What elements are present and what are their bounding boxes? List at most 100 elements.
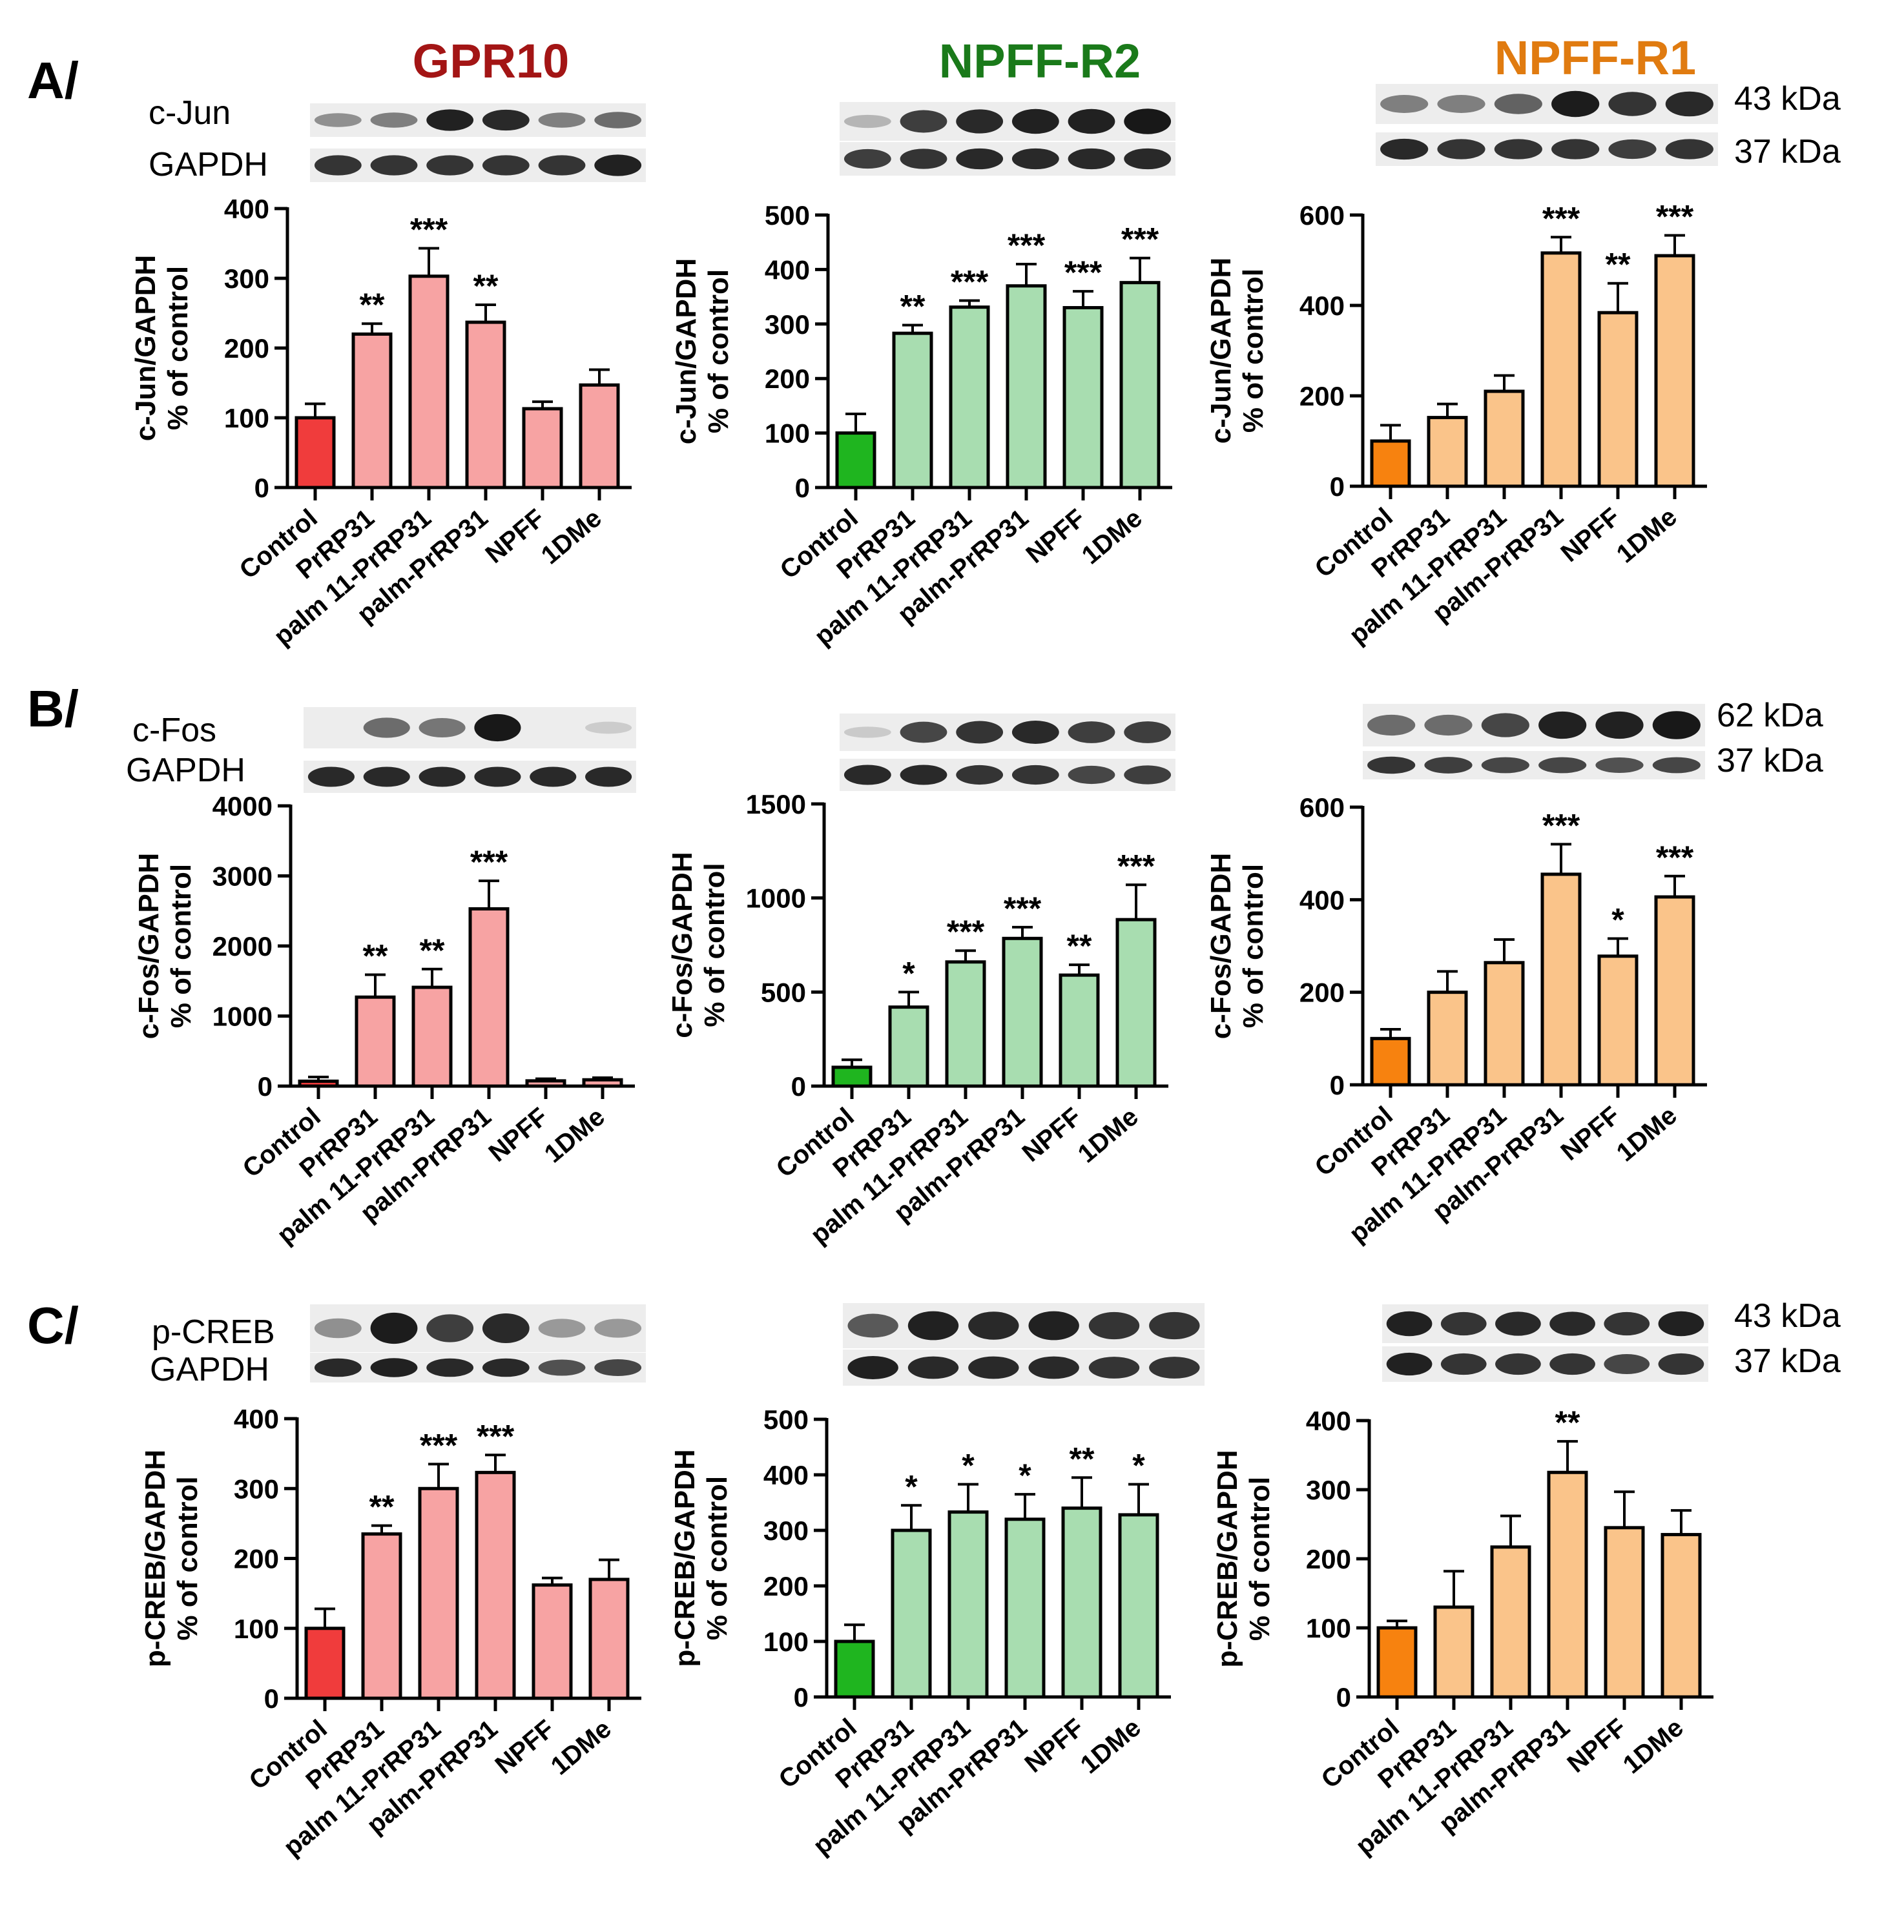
bar-control [835,431,876,489]
blot-band [968,1311,1019,1340]
blot-strip [1376,84,1718,124]
x-tick-label: NPFF [1019,1713,1089,1778]
y-tick-label: 1000 [746,883,806,914]
y-tick-label: 200 [1299,978,1345,1008]
blot-band [1124,721,1172,743]
y-tick-label: 400 [224,194,269,224]
y-tick-label: 300 [1306,1475,1351,1505]
blot-band [1068,148,1115,170]
significance-marker: ** [363,938,388,974]
blot-band [474,766,521,787]
blot-band [419,766,466,787]
y-axis-label: c-Fos/GAPDH [133,853,165,1039]
blot-band [1495,1353,1541,1375]
bar-1dme [1115,918,1157,1088]
blot-band [1495,1311,1541,1336]
blot-band [482,1313,530,1344]
y-tick-label: 500 [763,1404,809,1435]
x-tick-label: 1DMe [1611,1101,1682,1167]
kda-label-c-bottom: 37 kDa [1734,1342,1841,1380]
blot-band [1538,757,1587,774]
bar-prrp31 [1433,1605,1475,1699]
blot-band [1437,139,1485,159]
blot-band [843,149,891,169]
y-tick-label: 0 [794,1682,809,1712]
blot-band [426,155,474,176]
blot-band [1124,148,1172,170]
blot-strip [310,103,646,137]
y-tick-label: 300 [234,1474,279,1504]
blot-band [1604,1353,1650,1375]
blot-strip [310,1304,646,1352]
x-tick-label: 1DMe [536,504,607,570]
bar-control [834,1639,875,1699]
x-tick-label: 1DMe [539,1102,610,1168]
blot-band [474,714,521,742]
bar-palm-prrp31 [1540,872,1582,1087]
blot-band [538,155,586,176]
blot-band [1028,1311,1079,1341]
blot-band [1665,139,1713,159]
y-tick-label: 400 [234,1404,279,1434]
y-tick-label: 3000 [212,861,273,892]
blot-band [1652,757,1701,774]
blot-band [1608,92,1657,116]
blot-band [1424,714,1473,736]
y-tick-label: 200 [763,1571,809,1601]
blot-band [1665,91,1713,117]
bar-prrp31 [892,331,933,489]
panel-label-b: B/ [27,680,79,737]
y-tick-label: 200 [234,1544,279,1574]
y-axis-sublabel: % of control [1237,864,1269,1028]
blot-image [840,102,1175,176]
blot-band [1367,756,1416,774]
bar-npff [1062,305,1104,489]
significance-marker: *** [951,264,989,300]
significance-marker: *** [1008,227,1046,263]
x-tick-label: 1DMe [1618,1713,1689,1779]
significance-marker: *** [420,1427,458,1463]
bar-control [295,416,336,489]
blot-band [1068,108,1115,134]
significance-marker: * [962,1448,975,1484]
significance-marker: *** [1004,890,1042,927]
significance-marker: ** [1070,1441,1095,1477]
blot-band [1068,765,1115,785]
x-tick-label: NPFF [483,1102,553,1167]
y-tick-label: 100 [1306,1613,1351,1643]
bar-control [304,1627,346,1700]
y-tick-label: 400 [763,1460,809,1490]
y-tick-label: 400 [1306,1406,1351,1436]
blot-band [956,721,1004,744]
blot-band [314,113,362,127]
blot-image [840,714,1175,791]
y-axis-sublabel: % of control [165,864,197,1028]
bar-prrp31 [888,1005,929,1088]
blot-band [363,717,410,738]
kda-label-b-bottom: 37 kDa [1717,742,1823,779]
blot-image [1376,84,1718,166]
x-tick-label: 1DMe [1611,502,1682,568]
blot-band [370,1358,418,1377]
blot-band [1424,757,1473,774]
y-axis-sublabel: % of control [703,269,734,433]
significance-marker: *** [1117,848,1155,884]
blot-band [426,1314,474,1342]
y-tick-label: 0 [1336,1682,1351,1712]
blot-label-gapdh-c: GAPDH [150,1351,269,1388]
y-tick-label: 200 [224,333,269,364]
y-axis-label: p-CREB/GAPDH [669,1449,701,1667]
blot-band [594,1319,642,1338]
bar-palm-11-prrp31 [1484,389,1525,488]
kda-label-a-top: 43 kDa [1734,80,1841,118]
bar-palm-prrp31 [1006,284,1047,489]
bar-palm-prrp31 [468,907,510,1088]
blot-band [1494,94,1542,114]
bar-npff [1061,1506,1102,1699]
significance-marker: *** [470,844,508,880]
